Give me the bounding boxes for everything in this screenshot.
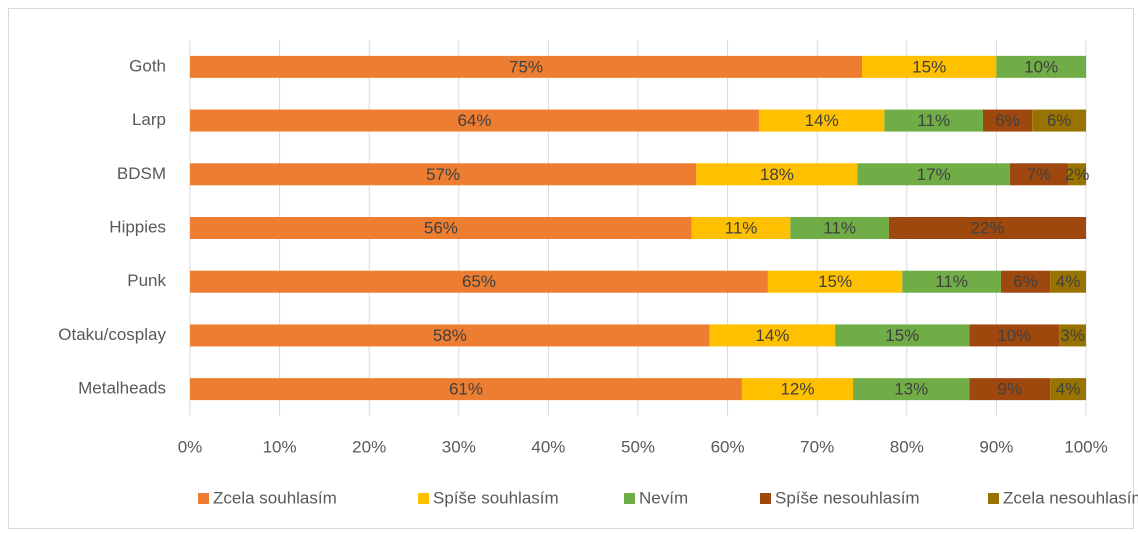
bar-segment: [884, 109, 983, 132]
y-tick-label: BDSM: [117, 164, 166, 183]
bar-segment: [190, 163, 697, 186]
bar-segment: [691, 217, 791, 239]
x-tick-label: 90%: [979, 437, 1013, 456]
chart-border: [8, 8, 1134, 529]
bar-segment: [767, 270, 903, 293]
data-label: 22%: [970, 218, 1004, 237]
bar-segment: [709, 324, 836, 347]
x-tick-label: 70%: [800, 437, 834, 456]
data-label: 11%: [823, 218, 856, 237]
data-label: 17%: [917, 165, 951, 184]
legend-label: Zcela nesouhlasím: [1003, 488, 1138, 507]
x-tick-label: 60%: [711, 437, 745, 456]
data-label: 15%: [912, 57, 946, 76]
data-label: 11%: [935, 272, 968, 291]
bar-segment: [190, 378, 742, 401]
y-tick-label: Otaku/cosplay: [58, 325, 166, 344]
bar-segment: [996, 55, 1086, 78]
x-tick-label: 10%: [263, 437, 297, 456]
data-label: 61%: [449, 380, 483, 399]
data-label: 6%: [1013, 272, 1038, 291]
bar-segment: [190, 270, 768, 293]
y-tick-label: Larp: [132, 110, 166, 129]
legend-swatch: [418, 493, 429, 504]
data-label: 58%: [433, 326, 467, 345]
bar-segment: [190, 55, 862, 78]
x-tick-label: 30%: [442, 437, 476, 456]
bar-segment: [835, 324, 970, 347]
bar-segment: [190, 324, 710, 347]
bar-segment: [862, 55, 997, 78]
legend-label: Nevím: [639, 488, 688, 507]
data-label: 6%: [1047, 111, 1072, 130]
data-label: 9%: [998, 380, 1023, 399]
y-tick-label: Goth: [129, 56, 166, 75]
bar-segment: [758, 109, 885, 132]
y-tick-label: Hippies: [109, 217, 166, 236]
data-label: 7%: [1027, 165, 1052, 184]
x-tick-label: 20%: [352, 437, 386, 456]
bar-segment: [982, 109, 1033, 132]
data-label: 57%: [426, 165, 460, 184]
bar-segment: [190, 109, 759, 132]
bar-segment: [190, 217, 692, 239]
bar-segment: [1059, 324, 1086, 347]
bar-segment: [741, 378, 854, 401]
data-label: 65%: [462, 272, 496, 291]
bar-segment: [1068, 163, 1086, 186]
bar-segment: [902, 270, 1001, 293]
data-label: 14%: [755, 326, 789, 345]
legend-label: Spíše souhlasím: [433, 488, 559, 507]
bar-segment: [1009, 163, 1069, 186]
data-label: 10%: [997, 326, 1031, 345]
y-tick-label: Punk: [127, 271, 166, 290]
x-tick-label: 80%: [890, 437, 924, 456]
data-label: 11%: [725, 218, 758, 237]
data-label: 56%: [424, 218, 458, 237]
data-label: 15%: [818, 272, 852, 291]
legend-swatch: [760, 493, 771, 504]
y-tick-label: Metalheads: [78, 379, 166, 398]
bar-segment: [853, 378, 970, 401]
data-label: 11%: [917, 111, 950, 130]
data-label: 4%: [1056, 272, 1081, 291]
bar-segment: [888, 217, 1086, 239]
data-label: 13%: [894, 380, 928, 399]
data-label: 75%: [509, 57, 543, 76]
x-tick-label: 50%: [621, 437, 655, 456]
bar-segment: [696, 163, 858, 186]
bar-segment: [1000, 270, 1051, 293]
bar-segment: [1032, 109, 1086, 132]
data-label: 12%: [780, 380, 814, 399]
data-label: 64%: [457, 111, 491, 130]
data-label: 10%: [1024, 57, 1058, 76]
legend-swatch: [988, 493, 999, 504]
bar-segment: [969, 324, 1060, 347]
legend-label: Spíše nesouhlasím: [775, 488, 920, 507]
x-tick-label: 0%: [178, 437, 203, 456]
data-label: 2%: [1065, 165, 1090, 184]
x-tick-label: 100%: [1064, 437, 1107, 456]
legend-label: Zcela souhlasím: [213, 488, 337, 507]
x-tick-label: 40%: [531, 437, 565, 456]
legend-swatch: [624, 493, 635, 504]
data-label: 6%: [995, 111, 1020, 130]
legend-swatch: [198, 493, 209, 504]
data-label: 3%: [1060, 326, 1085, 345]
bar-segment: [857, 163, 1010, 186]
data-label: 14%: [805, 111, 839, 130]
data-label: 4%: [1056, 380, 1081, 399]
data-label: 18%: [760, 165, 794, 184]
data-label: 15%: [885, 326, 919, 345]
bar-segment: [1050, 270, 1086, 293]
bar-segment: [1050, 378, 1086, 401]
bar-segment: [790, 217, 889, 239]
bar-segment: [969, 378, 1051, 401]
